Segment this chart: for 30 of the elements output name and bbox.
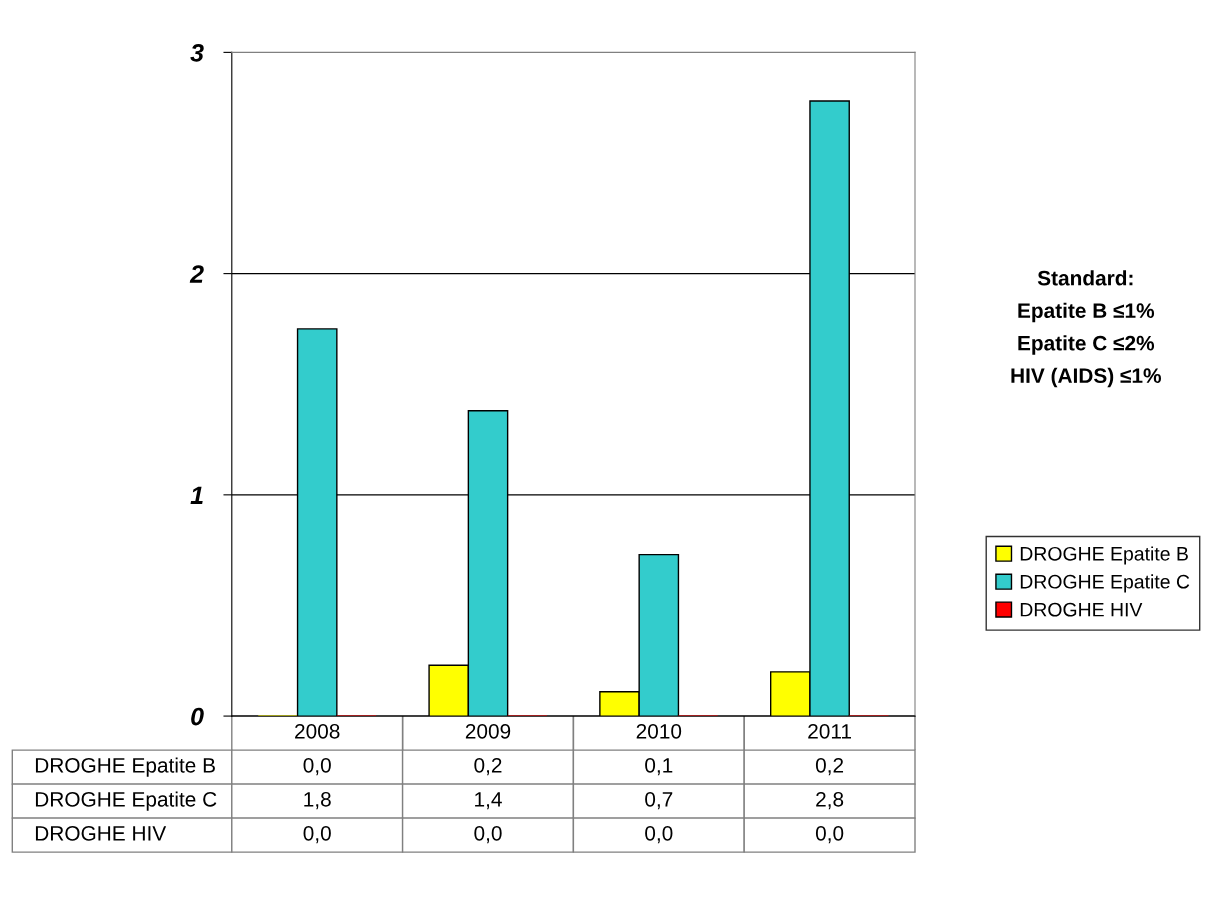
data-label: 0,0 [303,825,331,844]
text: DROGHE Epatite C [35,791,217,811]
text: Epatite B ≤1% [1018,302,1155,323]
y-tick-label: 0 [191,707,204,726]
data-label: 1,4 [475,792,502,810]
text: DROGHE HIV [35,825,167,841]
data-label: 0,0 [815,825,844,844]
data-label: 0,0 [645,825,673,844]
text: Epatite C ≤2% [1018,335,1155,355]
x-tick-label: 2011 [808,723,851,739]
legend-label: DROGHE HIV [1020,602,1143,617]
legend-label: DROGHE Epatite B [1020,546,1188,565]
x-tick-label: 2008 [295,723,340,739]
y-tick-label: 2 [189,265,204,283]
text: DROGHE Epatite B [35,757,215,777]
x-tick-label: 2010 [636,723,682,739]
data-label: 0,0 [474,825,502,844]
data-label: 0,0 [303,757,331,776]
y-tick-label: 1 [190,486,203,504]
data-label: 0,2 [815,757,844,776]
x-tick-label: 2009 [465,723,511,739]
data-label: 0,1 [645,757,673,776]
text: Standard: [1037,270,1133,286]
legend-label: DROGHE Epatite C [1020,574,1190,593]
data-label: 0,2 [474,757,502,776]
data-label: 0,7 [645,791,673,810]
data-label: 1,8 [304,791,331,810]
text: HIV (AIDS) ≤1% [1011,367,1161,388]
y-tick-label: 3 [190,43,204,62]
data-label: 2,8 [816,791,844,810]
